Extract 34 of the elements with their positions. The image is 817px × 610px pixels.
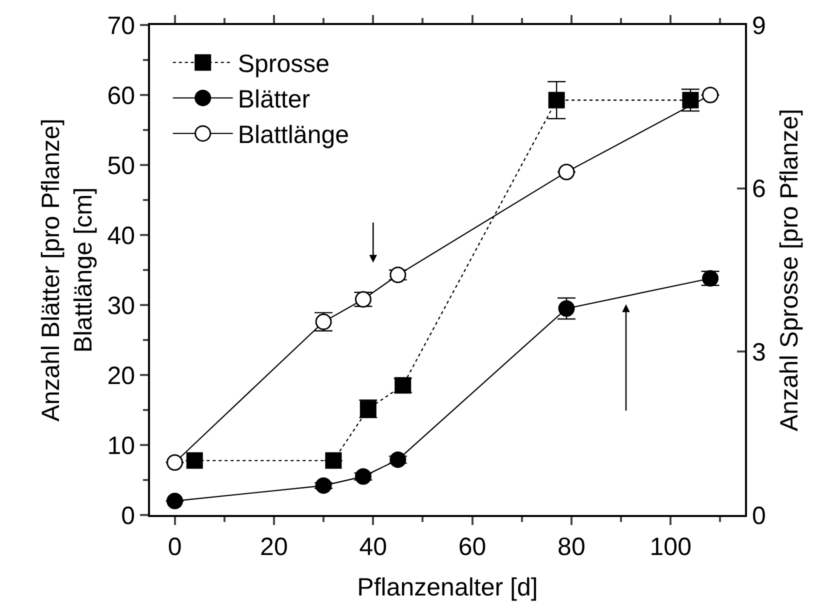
- point: [166, 492, 184, 510]
- legend-label: Blätter: [238, 86, 310, 114]
- legend-label: Sprosse: [238, 50, 330, 78]
- y-tick-label: 30: [107, 292, 135, 320]
- x-tick-label: 80: [558, 533, 586, 561]
- y-tick-label: 40: [107, 222, 135, 250]
- point: [315, 477, 332, 494]
- x-tick-label: 0: [168, 533, 182, 561]
- point: [390, 451, 406, 468]
- x-tick-label: 40: [359, 533, 388, 561]
- y2-axis-title: Anzahl Sprosse [pro Pflanze]: [775, 108, 804, 432]
- y-tick-label: 60: [107, 82, 135, 110]
- point: [354, 468, 372, 485]
- y-tick-label: 70: [107, 12, 135, 40]
- legend-label: Blattlänge: [238, 121, 350, 150]
- x-tick-label: 60: [458, 533, 486, 561]
- x-axis-title: Pflanzenalter [d]: [357, 574, 538, 602]
- x-tick-label: 20: [260, 533, 288, 561]
- y2-tick-label: 0: [752, 502, 766, 530]
- y2-tick-label: 9: [752, 12, 766, 40]
- y-tick-label: 20: [107, 362, 135, 390]
- y-tick-label: 0: [121, 502, 135, 530]
- point: [548, 92, 565, 108]
- y2-tick-label: 6: [752, 175, 766, 204]
- point: [558, 164, 575, 180]
- point: [325, 452, 342, 469]
- x-tick-label: 100: [650, 533, 692, 561]
- point: [702, 86, 719, 104]
- point: [682, 92, 699, 108]
- point: [390, 266, 406, 284]
- y-axis-title: Anzahl Blätter [pro Pflanze] Blattlänge [cm]: [36, 118, 98, 422]
- y-tick-label: 50: [107, 152, 135, 180]
- y2-tick-label: 3: [752, 338, 766, 366]
- y-tick-label: 10: [107, 432, 135, 460]
